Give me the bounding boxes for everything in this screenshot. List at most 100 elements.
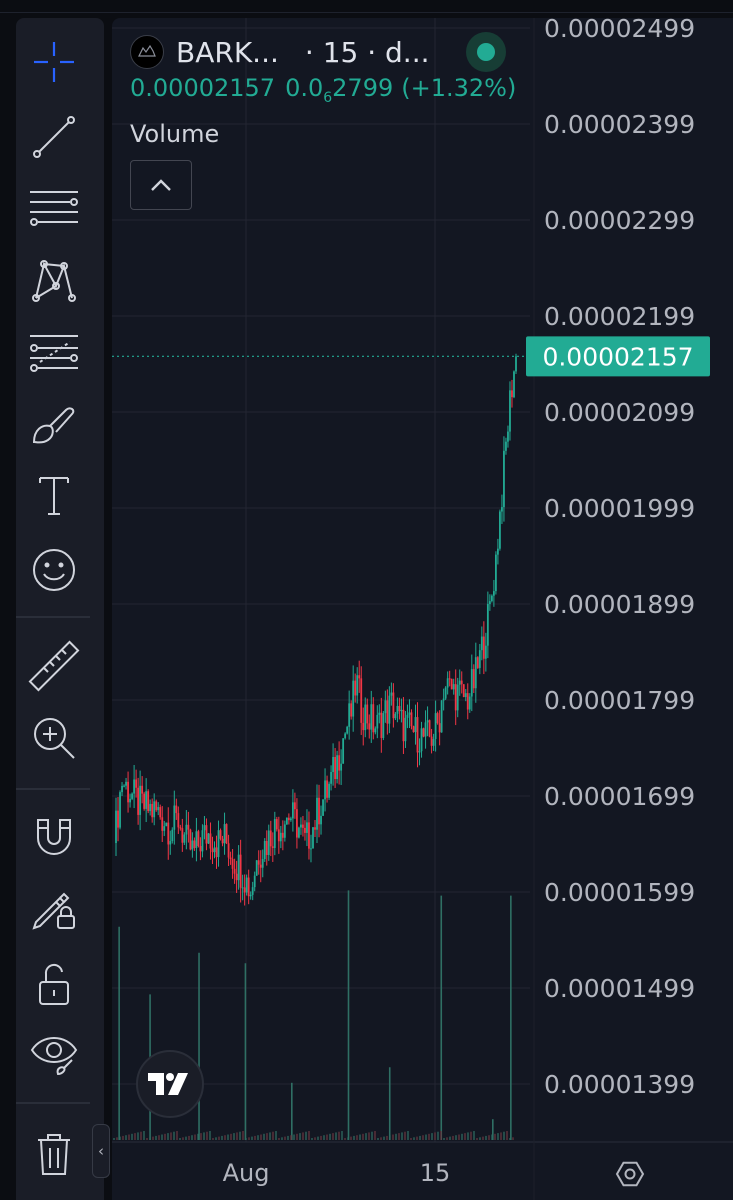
candle-body <box>404 717 407 742</box>
gear-icon[interactable] <box>615 1161 645 1187</box>
candle-body <box>410 712 413 727</box>
zoom-tool[interactable] <box>30 714 78 762</box>
candle-body <box>151 803 154 818</box>
candle-body <box>157 807 160 811</box>
toolbar-separator <box>16 1102 90 1104</box>
candle-body <box>223 824 226 844</box>
eye-icon <box>30 1037 78 1076</box>
candle-body <box>306 822 308 833</box>
collapse-indicators-button[interactable] <box>130 159 192 210</box>
emoji-tool[interactable] <box>30 546 78 594</box>
candle-body <box>466 693 469 710</box>
magnet-tool[interactable] <box>30 812 78 860</box>
candle-body <box>482 636 485 659</box>
brush-tool[interactable] <box>30 400 78 448</box>
candle-body <box>464 693 467 698</box>
candle-body <box>448 678 451 680</box>
chart-canvas[interactable]: 0.00002499 0.00002399 0.00002299 0.00002199… <box>112 18 733 1200</box>
candle-body <box>354 680 357 696</box>
candle-body <box>398 705 401 712</box>
horizontal-lines-tool[interactable] <box>30 184 78 232</box>
interval-label[interactable]: · 15 · d... <box>304 35 430 69</box>
candle-body <box>515 356 517 372</box>
crosshair-tool[interactable] <box>30 38 78 86</box>
candle-body <box>426 720 429 723</box>
candle-body <box>336 755 339 780</box>
symbol-logo[interactable] <box>130 35 164 69</box>
candle-body <box>265 840 268 855</box>
last-price-tag <box>526 336 710 377</box>
text-tool[interactable] <box>30 472 78 520</box>
chart-pane[interactable]: 0.00002499 0.00002399 0.00002299 0.00002199… <box>112 18 733 1200</box>
candle-body <box>384 700 387 714</box>
candle-body <box>147 791 150 812</box>
candle-body <box>328 783 330 798</box>
candle-body <box>362 722 365 731</box>
pattern-tool[interactable] <box>30 256 78 304</box>
candle-body <box>123 785 125 787</box>
trend-line-tool[interactable] <box>30 113 78 161</box>
candle-body <box>193 840 196 848</box>
candle-body <box>324 780 326 800</box>
candle-body <box>440 700 443 733</box>
candle-body <box>474 657 477 689</box>
candle-body <box>332 756 334 772</box>
candle-body <box>155 801 158 811</box>
candle-body <box>249 894 252 897</box>
candle-body <box>322 799 324 816</box>
market-status-indicator[interactable] <box>465 32 506 72</box>
trend-line-icon <box>33 116 75 158</box>
horizontal-lines-icon <box>30 191 78 226</box>
price-axis-label: 0.00001699 <box>544 782 695 811</box>
candle-body <box>346 726 349 734</box>
candle-body <box>159 807 162 818</box>
hide-drawings-tool[interactable] <box>30 1030 78 1078</box>
price-axis-label: 0.00002199 <box>544 302 695 331</box>
candle-body <box>287 817 290 821</box>
candle-body <box>229 857 232 860</box>
price-axis-label: 0.00002499 <box>544 18 695 43</box>
price-change: 0.062799 <box>285 74 394 106</box>
remove-drawings-tool[interactable] <box>30 1130 78 1178</box>
chart-legend: BARK... · 15 · d... 0.00002157 0.062799 (+… <box>130 32 526 210</box>
candle-body <box>187 824 190 830</box>
candle-body <box>418 751 421 753</box>
fib-retracement-tool[interactable] <box>30 328 78 376</box>
candle-body <box>221 838 224 844</box>
measure-tool[interactable] <box>28 640 80 692</box>
candle-body <box>486 604 489 646</box>
drawing-toolbar <box>16 18 104 1200</box>
price-axis-label: 0.00002399 <box>544 110 695 139</box>
candle-body <box>374 728 377 733</box>
candle-body <box>129 798 131 803</box>
candle-body <box>245 877 248 893</box>
lock-drawings-tool[interactable] <box>30 884 78 932</box>
candle-body <box>239 854 242 888</box>
candle-body <box>179 827 182 829</box>
volume-indicator-label[interactable]: Volume <box>130 119 220 148</box>
candle-body <box>275 819 278 830</box>
collapse-toolbar-button[interactable]: ‹ <box>92 1124 110 1178</box>
candle-body <box>191 840 194 850</box>
symbol-name[interactable]: BARK... <box>176 35 279 69</box>
candle-body <box>291 802 294 819</box>
text-icon <box>39 477 69 515</box>
candle-body <box>235 873 238 881</box>
candle-body <box>233 868 236 874</box>
candle-body <box>173 805 176 830</box>
candle-body <box>438 723 441 733</box>
candle-body <box>390 692 393 696</box>
chevron-up-icon <box>151 179 171 191</box>
price-axis-label: 0.00001499 <box>544 974 695 1003</box>
candle-body <box>348 703 351 727</box>
candle-body <box>149 803 152 812</box>
unlock-icon <box>39 963 69 1005</box>
candle-body <box>197 831 200 846</box>
candle-body <box>281 832 284 838</box>
candle-body <box>386 700 389 724</box>
candle-body <box>271 846 274 848</box>
candle-body <box>454 684 457 711</box>
candle-body <box>119 792 121 828</box>
tradingview-logo[interactable] <box>136 1050 204 1118</box>
lock-all-tool[interactable] <box>30 960 78 1008</box>
